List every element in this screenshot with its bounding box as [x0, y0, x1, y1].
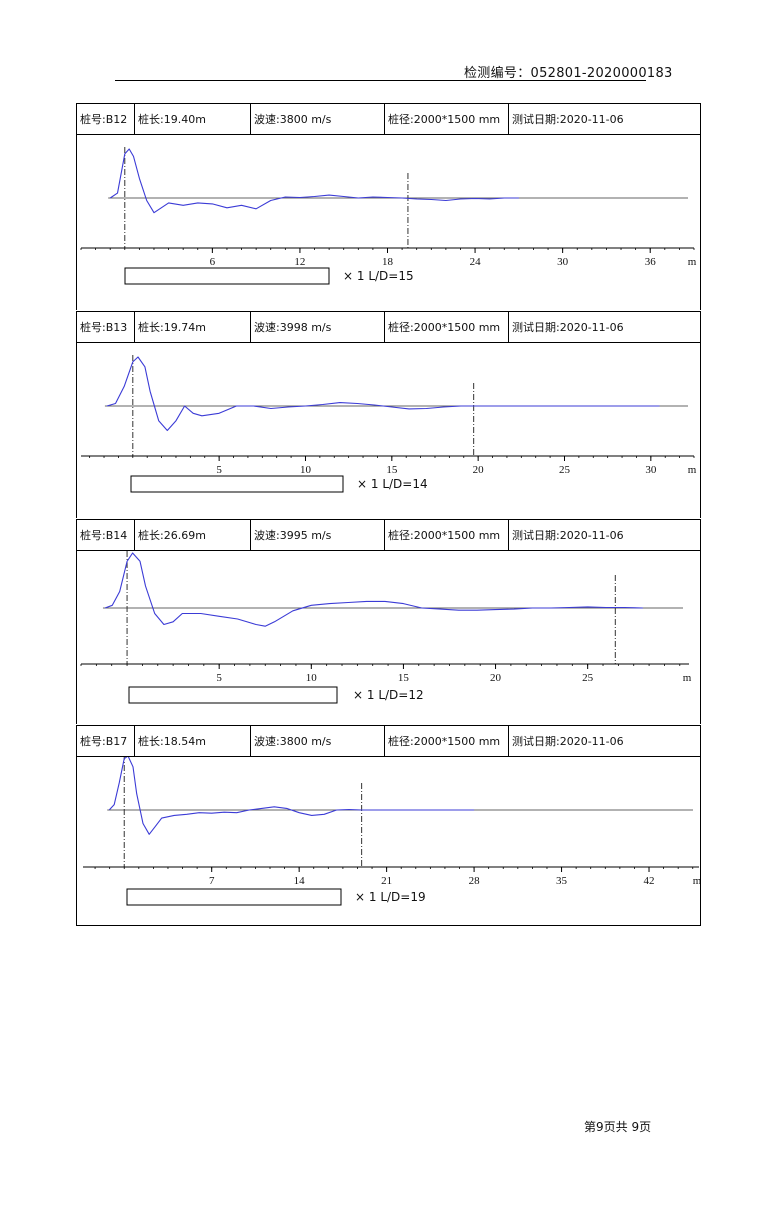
- x-tick-label: 25: [559, 464, 571, 476]
- x-tick-label: 35: [556, 875, 568, 887]
- pile-length: 桩长:19.74m: [135, 312, 251, 342]
- x-unit-label: m: [683, 672, 692, 684]
- wave-speed: 波速:3995 m/s: [251, 520, 385, 550]
- x-tick-label: 15: [386, 464, 398, 476]
- pile-panel: 桩号:B13 桩长:19.74m 波速:3998 m/s 桩径:2000*1500 m…: [76, 311, 701, 518]
- wave-speed: 波速:3800 m/s: [251, 104, 385, 134]
- waveform-chart: 5 10 15 20 25 m × 1 L/D=12: [80, 551, 692, 704]
- pile-diameter: 桩径:2000*1500 mm: [385, 104, 509, 134]
- pile-info-row: 桩号:B14 桩长:26.69m 波速:3995 m/s 桩径:2000*1500 m…: [77, 519, 700, 551]
- pile-panel: 桩号:B17 桩长:18.54m 波速:3800 m/s 桩径:2000*1500 m…: [76, 725, 701, 926]
- x-tick-label: 6: [210, 256, 216, 268]
- pile-info-row: 桩号:B17 桩长:18.54m 波速:3800 m/s 桩径:2000*1500 m…: [77, 725, 700, 757]
- pile-number: 桩号:B12: [77, 104, 135, 134]
- report-code: 检测编号：052801-2020000183: [464, 66, 673, 81]
- test-date: 测试日期:2020-11-06: [512, 529, 624, 542]
- x-tick-label: 15: [398, 672, 410, 684]
- x-tick-label: 5: [216, 672, 222, 684]
- header-rule: [115, 80, 646, 81]
- scale-box: [126, 888, 342, 906]
- pile-panel: 桩号:B12 桩长:19.40m 波速:3800 m/s 桩径:2000*1500 m…: [76, 103, 701, 310]
- pile-info-row: 桩号:B13 桩长:19.74m 波速:3998 m/s 桩径:2000*1500 m…: [77, 311, 700, 343]
- waveform-chart: 7 14 21 28 35 42 m × 1 L/D=19: [83, 757, 700, 906]
- pile-number: 桩号:B14: [77, 520, 135, 550]
- x-tick-label: 5: [216, 464, 222, 476]
- wave-speed: 波速:3800 m/s: [251, 726, 385, 756]
- scale-text: × 1 L/D=15: [343, 269, 414, 283]
- x-unit-label: m: [693, 875, 700, 887]
- scale-box: [128, 686, 338, 704]
- waveform-chart: 6 12 18 24 30 36 m × 1 L/D=15: [80, 147, 697, 285]
- pile-diameter: 桩径:2000*1500 mm: [385, 312, 509, 342]
- pile-diameter: 桩径:2000*1500 mm: [385, 726, 509, 756]
- pile-panel: 桩号:B14 桩长:26.69m 波速:3995 m/s 桩径:2000*1500 m…: [76, 519, 701, 724]
- x-tick-label: 20: [490, 672, 502, 684]
- x-unit-label: m: [688, 256, 697, 268]
- scale-text: × 1 L/D=14: [357, 477, 428, 491]
- page-number: 第9页共 9页: [584, 1120, 652, 1134]
- x-unit-label: m: [688, 464, 697, 476]
- x-tick-label: 10: [300, 464, 312, 476]
- waveform-line: [108, 757, 475, 835]
- x-tick-label: 21: [381, 875, 392, 887]
- x-tick-label: 14: [294, 875, 306, 887]
- x-tick-label: 10: [306, 672, 318, 684]
- x-tick-label: 20: [473, 464, 485, 476]
- x-tick-label: 30: [557, 256, 569, 268]
- scale-text: × 1 L/D=12: [353, 688, 424, 702]
- waveform-line: [104, 552, 643, 627]
- pile-length: 桩长:19.40m: [135, 104, 251, 134]
- scale-box: [130, 475, 344, 493]
- pile-number: 桩号:B17: [77, 726, 135, 756]
- wave-speed: 波速:3998 m/s: [251, 312, 385, 342]
- test-date: 测试日期:2020-11-06: [512, 735, 624, 748]
- waveform-line: [106, 356, 660, 432]
- x-tick-label: 28: [469, 875, 481, 887]
- scale-text: × 1 L/D=19: [355, 890, 426, 904]
- x-tick-label: 42: [644, 875, 655, 887]
- pile-diameter: 桩径:2000*1500 mm: [385, 520, 509, 550]
- pile-length: 桩长:26.69m: [135, 520, 251, 550]
- pile-info-row: 桩号:B12 桩长:19.40m 波速:3800 m/s 桩径:2000*1500 m…: [77, 103, 700, 135]
- scale-box: [124, 267, 330, 285]
- pile-length: 桩长:18.54m: [135, 726, 251, 756]
- waveform-line: [109, 148, 519, 214]
- x-tick-label: 24: [470, 256, 482, 268]
- waveform-chart: 5 10 15 20 25 30 m × 1 L/D=14: [81, 355, 697, 493]
- test-date: 测试日期:2020-11-06: [512, 113, 624, 126]
- x-tick-label: 7: [209, 875, 215, 887]
- x-tick-label: 12: [294, 256, 305, 268]
- x-tick-label: 30: [645, 464, 657, 476]
- test-date: 测试日期:2020-11-06: [512, 321, 624, 334]
- x-tick-label: 18: [382, 256, 394, 268]
- table-bottom-border: [77, 925, 700, 926]
- x-tick-label: 25: [582, 672, 594, 684]
- x-tick-label: 36: [645, 256, 657, 268]
- pile-number: 桩号:B13: [77, 312, 135, 342]
